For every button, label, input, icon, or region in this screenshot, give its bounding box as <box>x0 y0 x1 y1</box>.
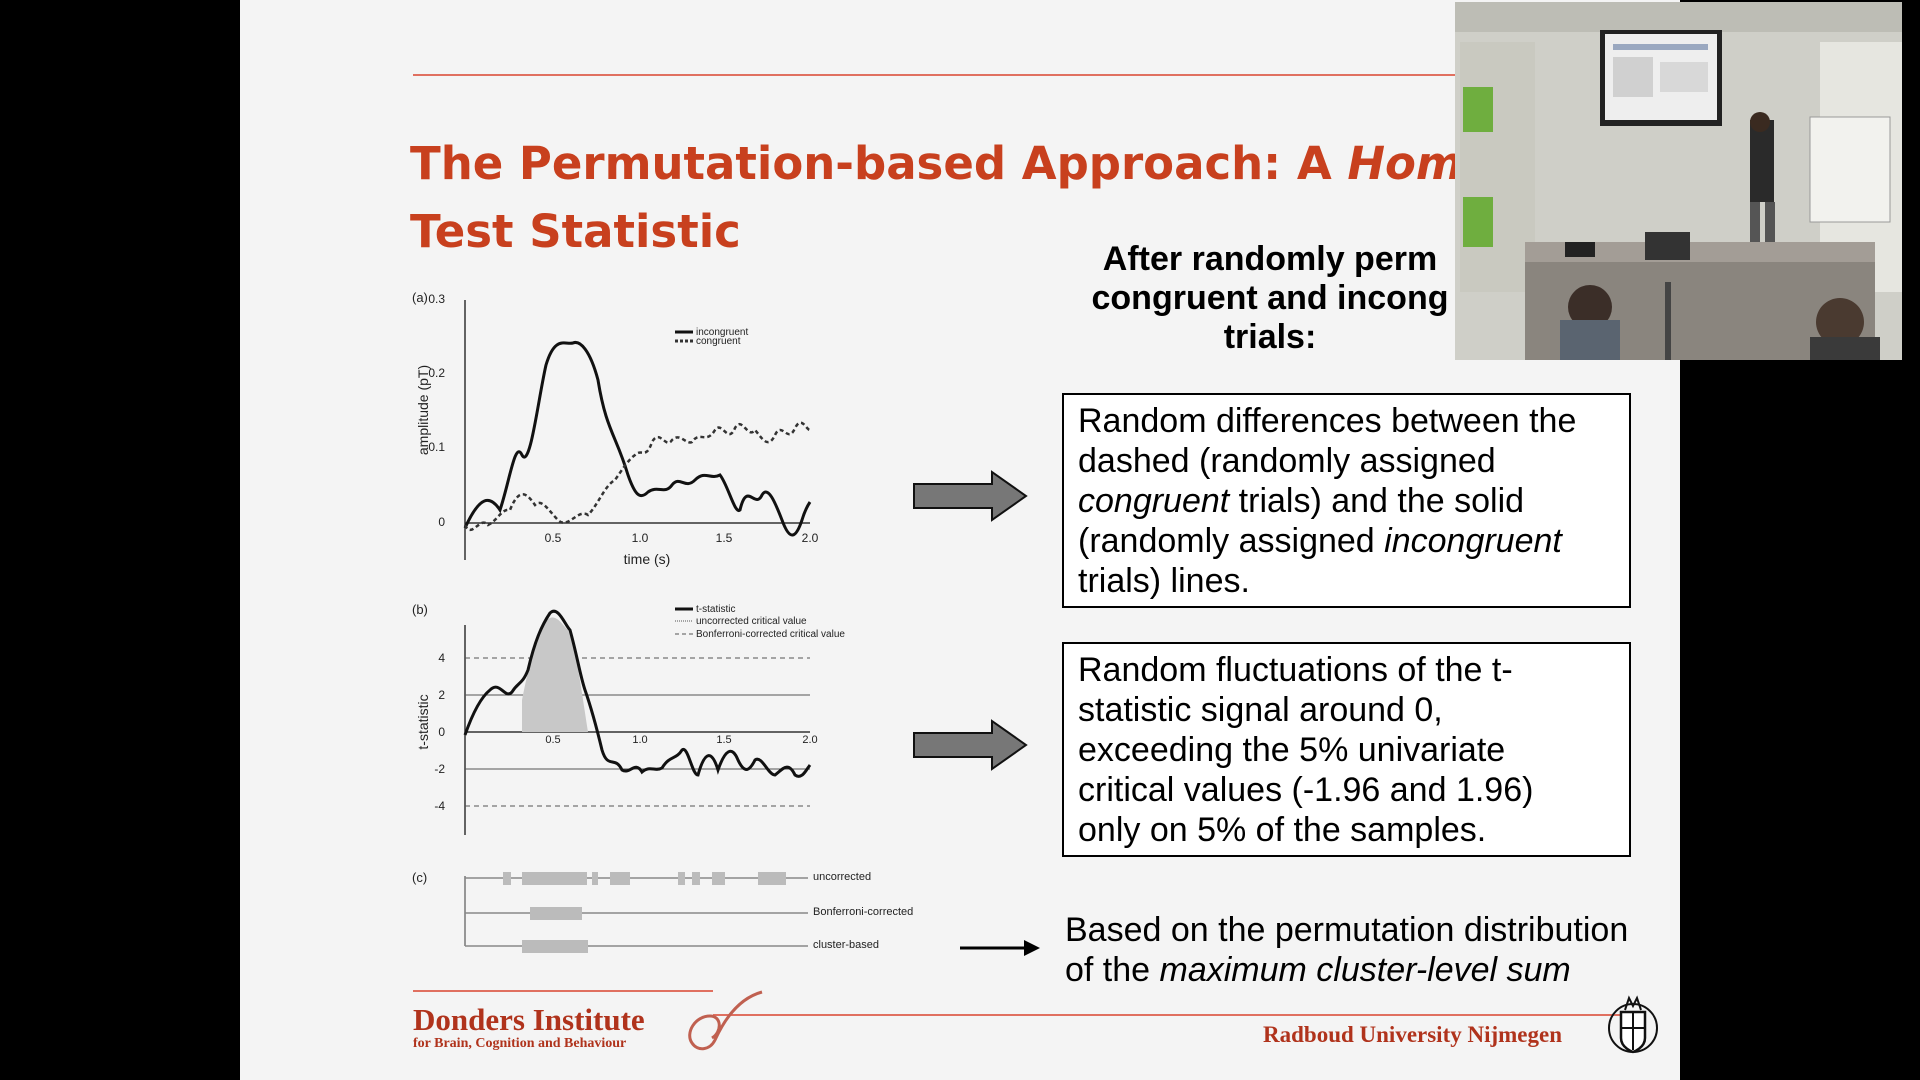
box-line: congruent trials) and the solid <box>1078 481 1615 521</box>
panel-a-ytick: 0 <box>438 515 445 529</box>
panel-a-xlabel: time (s) <box>624 551 671 567</box>
italic-term: incongruent <box>1384 522 1562 560</box>
panel-a-xtick: 1.5 <box>716 531 733 545</box>
congruent-line <box>463 421 811 532</box>
radboud-name: Radboud University Nijmegen <box>1263 1022 1563 1047</box>
panel-a-xtick: 1.0 <box>632 531 649 545</box>
box-text: (randomly assigned <box>1078 522 1385 560</box>
box-line: Random fluctuations of the t- <box>1078 651 1513 689</box>
box-line: only on 5% of the samples. <box>1078 811 1487 849</box>
italic-term: congruent <box>1078 482 1230 520</box>
legend-incongruent: incongruent <box>696 327 748 338</box>
title-text: The Permutation-based Approach: A <box>410 137 1348 190</box>
uncorrected-segment <box>610 872 630 885</box>
panel-b-xtick: 0.5 <box>545 734 560 746</box>
panel-b-label: (b) <box>412 602 428 617</box>
panel-a-ytick: 0.2 <box>428 366 445 380</box>
legend-t-statistic: t-statistic <box>696 604 735 615</box>
donders-logo: Donders Institute for Brain, Cognition a… <box>413 1004 645 1052</box>
webcam-video-inset <box>1455 2 1902 360</box>
uncorrected-segment <box>692 872 700 885</box>
uncorrected-segment <box>503 872 511 885</box>
bonferroni-segment <box>530 907 582 920</box>
footer-divider <box>713 1014 1636 1016</box>
box-line: dashed (randomly assigned <box>1078 442 1496 480</box>
box-line: Random differences between the <box>1078 402 1577 440</box>
cluster-shaded-area <box>522 617 588 732</box>
panel-c-label: (c) <box>412 870 427 885</box>
top-divider <box>413 74 1553 76</box>
uncorrected-segment <box>522 872 587 885</box>
panel-b-xtick: 2.0 <box>802 734 817 746</box>
panel-b-ytick: 0 <box>438 725 445 739</box>
incongruent-line <box>463 341 812 537</box>
uncorrected-segment <box>712 872 725 885</box>
based-line: Based on the permutation distribution <box>1065 911 1629 949</box>
title-line-1: The Permutation-based Approach: A Home-M <box>410 130 1557 198</box>
row-label-bonferroni: Bonferroni-corrected <box>813 906 913 918</box>
row-label-cluster: cluster-based <box>813 939 879 951</box>
panel-b-ylabel: t-statistic <box>415 694 431 749</box>
cluster-sum-text: Based on the permutation distribution of… <box>1065 910 1628 990</box>
legend-uncorrected: uncorrected critical value <box>696 616 807 627</box>
uncorrected-segment <box>758 872 786 885</box>
arrow-right-icon <box>913 470 1028 522</box>
row-label-uncorrected: uncorrected <box>813 871 871 883</box>
panel-b-ytick: 2 <box>438 688 445 702</box>
panel-b-ytick: -2 <box>434 762 445 776</box>
after-heading: After randomly perm congruent and incong… <box>1060 240 1480 357</box>
presentation-slide: The Permutation-based Approach: A Home-M… <box>240 0 1680 1080</box>
after-heading-line: congruent and incong <box>1091 279 1449 317</box>
panel-b-ytick: -4 <box>434 799 445 813</box>
panel-a-label: (a) <box>412 290 428 305</box>
panel-a-ylabel: amplitude (pT) <box>415 365 431 455</box>
panel-a-xtick: 0.5 <box>545 531 562 545</box>
uncorrected-segments <box>503 872 786 885</box>
box-line: (randomly assigned incongruent <box>1078 521 1615 561</box>
permutation-figure: (a) 0.3 0.2 0.1 0 0.5 1.0 1.5 2.0 time (… <box>412 290 913 953</box>
donders-subtitle: for Brain, Cognition and Behaviour <box>413 1036 627 1051</box>
cluster-segment <box>522 940 588 953</box>
arrow-right-icon <box>960 940 1040 956</box>
random-differences-box: Random differences between the dashed (r… <box>1062 393 1631 608</box>
uncorrected-segment <box>678 872 685 885</box>
donders-swirl-icon <box>688 990 763 1051</box>
arrow-right-icon <box>913 719 1028 771</box>
slide-title: The Permutation-based Approach: A Home-M… <box>410 130 1557 266</box>
title-line-2: Test Statistic <box>410 205 741 258</box>
panel-a-ytick: 0.1 <box>428 440 445 454</box>
webcam-scene <box>1455 2 1902 360</box>
panel-a-xtick: 2.0 <box>802 531 819 545</box>
box-text: trials) and the solid <box>1229 482 1525 520</box>
box-line: critical values (-1.96 and 1.96) <box>1078 771 1534 809</box>
after-heading-line: trials: <box>1223 318 1317 356</box>
based-line: of the maximum cluster-level sum <box>1065 950 1628 990</box>
box-line: statistic signal around 0, <box>1078 691 1443 729</box>
footer-divider <box>413 990 713 992</box>
legend-bonferroni: Bonferroni-corrected critical value <box>696 629 845 640</box>
panel-b-xtick: 1.5 <box>716 734 731 746</box>
radboud-seal-icon <box>1608 995 1658 1054</box>
after-heading-line: After randomly perm <box>1102 240 1438 278</box>
panel-a-ytick: 0.3 <box>428 292 445 306</box>
donders-name: Donders Institute <box>413 1002 645 1037</box>
panel-b-xtick: 1.0 <box>632 734 647 746</box>
based-text: of the <box>1065 951 1160 989</box>
t-statistic-line <box>463 609 812 778</box>
italic-term: maximum cluster-level sum <box>1159 951 1571 989</box>
legend-congruent: congruent <box>696 336 741 347</box>
box-line: trials) lines. <box>1078 562 1250 600</box>
random-fluctuations-box: Random fluctuations of the t- statistic … <box>1062 642 1631 857</box>
uncorrected-segment <box>592 872 598 885</box>
box-line: exceeding the 5% univariate <box>1078 731 1506 769</box>
panel-b-ytick: 4 <box>438 651 445 665</box>
